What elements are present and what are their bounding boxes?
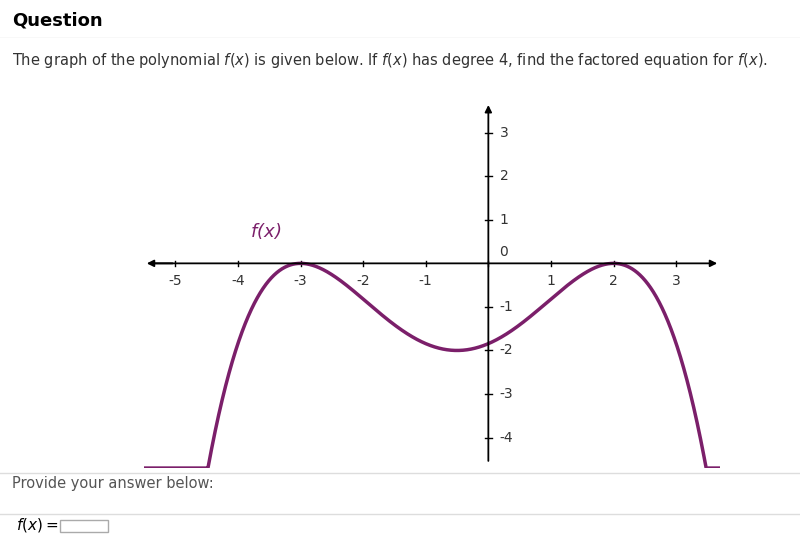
Text: 2: 2: [500, 169, 508, 183]
Text: $\it{f}$$\bf{}$($x$): $\it{f}$$\bf{}$($x$): [250, 221, 282, 241]
Text: Question: Question: [12, 11, 102, 29]
Text: -2: -2: [356, 274, 370, 288]
Text: -2: -2: [500, 343, 514, 357]
Text: -4: -4: [500, 430, 514, 444]
Text: 1: 1: [546, 274, 555, 288]
Text: -3: -3: [500, 387, 514, 401]
Text: 2: 2: [609, 274, 618, 288]
Text: -5: -5: [169, 274, 182, 288]
Text: Provide your answer below:: Provide your answer below:: [12, 476, 214, 491]
Text: -4: -4: [231, 274, 245, 288]
Text: The graph of the polynomial $f(x)$ is given below. If $f(x)$ has degree 4, find : The graph of the polynomial $f(x)$ is gi…: [12, 51, 768, 70]
Text: -1: -1: [500, 300, 514, 314]
FancyBboxPatch shape: [60, 520, 108, 532]
Text: -1: -1: [419, 274, 433, 288]
Text: $f(x) =$: $f(x) =$: [16, 516, 58, 534]
Text: 1: 1: [500, 213, 509, 227]
Text: -3: -3: [294, 274, 307, 288]
Text: 3: 3: [500, 126, 508, 140]
Text: 0: 0: [500, 245, 508, 259]
Text: 3: 3: [672, 274, 681, 288]
